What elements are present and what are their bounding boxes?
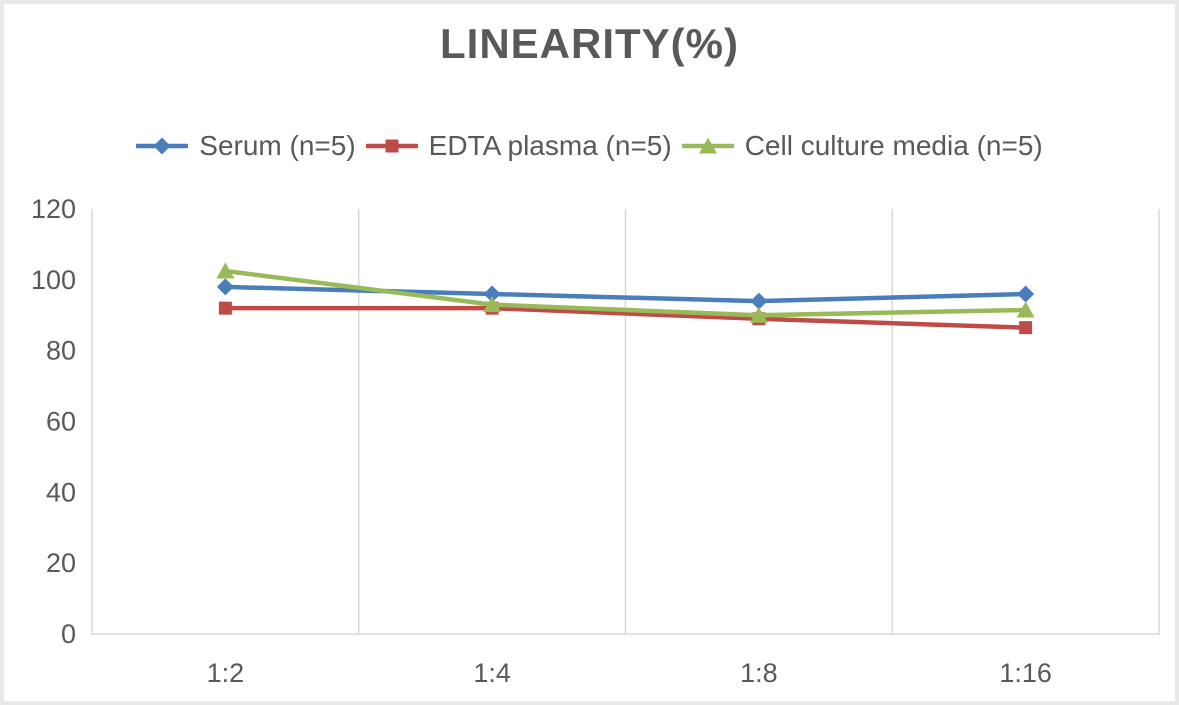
data-point-square bbox=[218, 301, 232, 315]
chart-title: LINEARITY(%) bbox=[440, 20, 739, 67]
x-tick-label: 1:16 bbox=[999, 658, 1052, 688]
data-point-diamond bbox=[153, 137, 171, 155]
edta-plasma-square-marker-icon bbox=[365, 139, 418, 153]
data-point-diamond bbox=[483, 285, 501, 303]
series-line-diamond bbox=[223, 284, 1028, 304]
serum-diamond-marker-icon bbox=[136, 137, 189, 155]
legend: Serum (n=5) EDTA plasma (n=5) Cell cultu… bbox=[4, 125, 1175, 167]
y-tick-label: 0 bbox=[61, 619, 76, 649]
data-point-triangle bbox=[483, 296, 502, 313]
y-tick-label: 60 bbox=[46, 407, 76, 437]
y-tick-label: 120 bbox=[31, 194, 76, 224]
x-tick-label: 1:8 bbox=[740, 658, 778, 688]
series-line-square bbox=[223, 305, 1028, 330]
legend-item-edta-plasma: EDTA plasma (n=5) bbox=[365, 130, 672, 162]
series-line-triangle bbox=[223, 268, 1028, 318]
legend-item-serum: Serum (n=5) bbox=[136, 130, 356, 162]
data-point-diamond bbox=[750, 292, 768, 310]
data-point-triangle bbox=[216, 262, 235, 279]
y-tick-label: 20 bbox=[46, 548, 76, 578]
x-tick-label: 1:2 bbox=[207, 658, 245, 688]
y-tick-label: 100 bbox=[31, 265, 76, 295]
legend-item-cell-culture-media: Cell culture media (n=5) bbox=[681, 130, 1043, 162]
data-point-triangle bbox=[698, 137, 717, 154]
data-point-triangle bbox=[749, 306, 768, 323]
data-point-diamond bbox=[1017, 285, 1035, 303]
y-tick-label: 80 bbox=[46, 336, 76, 366]
y-tick-label: 40 bbox=[46, 477, 76, 507]
cell-culture-media-triangle-marker-icon bbox=[681, 137, 734, 154]
legend-label-cell-culture-media: Cell culture media (n=5) bbox=[744, 130, 1043, 161]
legend-label-serum: Serum (n=5) bbox=[199, 130, 356, 161]
plot-area: 0 20 40 60 80 100 120 1:2 1:4 1:8 1:16 bbox=[31, 194, 1160, 688]
data-point-square bbox=[1019, 321, 1033, 335]
data-point-triangle bbox=[1016, 301, 1035, 318]
data-point-diamond bbox=[216, 278, 234, 296]
legend-label-edta-plasma: EDTA plasma (n=5) bbox=[428, 130, 672, 161]
data-point-square bbox=[385, 139, 399, 153]
x-tick-label: 1:4 bbox=[473, 658, 511, 688]
